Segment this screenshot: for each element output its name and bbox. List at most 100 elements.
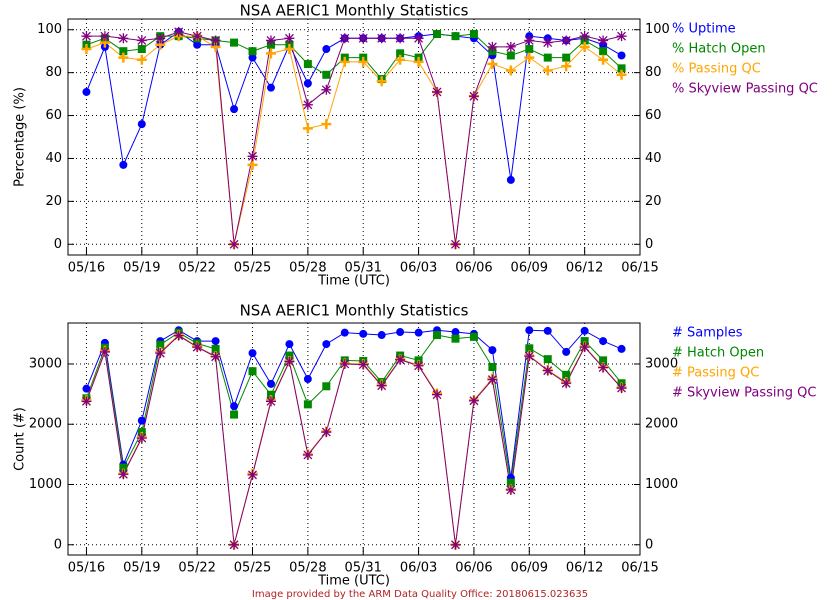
- y2-tick-label: 0: [645, 537, 653, 552]
- marker: [230, 402, 239, 411]
- marker: [395, 54, 406, 65]
- marker: [266, 379, 275, 388]
- marker: [211, 344, 220, 353]
- marker: [469, 30, 478, 39]
- marker: [137, 120, 146, 129]
- marker: [211, 337, 220, 346]
- marker: [543, 53, 552, 62]
- marker: [284, 356, 295, 367]
- x-tick-label: 06/09: [511, 261, 548, 276]
- marker: [82, 384, 91, 393]
- x-tick-label: 05/31: [344, 561, 381, 576]
- marker: [82, 87, 91, 96]
- marker: [119, 47, 128, 56]
- marker: [616, 383, 627, 394]
- marker: [136, 433, 147, 444]
- x-tick-label: 06/06: [455, 561, 492, 576]
- marker: [376, 380, 387, 391]
- marker: [450, 539, 461, 550]
- x-tick-label: 05/31: [344, 261, 381, 276]
- marker: [302, 123, 313, 134]
- x-axis-label: Time (UTC): [317, 274, 390, 289]
- marker: [543, 326, 552, 335]
- marker: [506, 478, 515, 487]
- marker: [487, 59, 498, 70]
- marker: [598, 35, 609, 46]
- x-tick-label: 05/25: [234, 261, 271, 276]
- legend-entry: % Skyview Passing QC: [672, 82, 818, 97]
- y-tick-label: 2000: [29, 417, 62, 432]
- marker: [192, 31, 203, 42]
- marker: [321, 84, 332, 95]
- marker: [81, 396, 92, 407]
- marker: [247, 469, 258, 480]
- marker: [542, 37, 553, 48]
- marker: [302, 449, 313, 460]
- marker: [119, 160, 128, 169]
- y2-tick-label: 60: [645, 108, 662, 123]
- y2-tick-label: 40: [645, 151, 662, 166]
- x-tick-label: 05/22: [178, 261, 215, 276]
- marker: [579, 31, 590, 42]
- y-tick-label: 100: [37, 22, 62, 37]
- marker: [488, 346, 497, 355]
- x-tick-label: 06/03: [400, 261, 437, 276]
- marker: [339, 56, 350, 67]
- plot-frame: [67, 322, 641, 556]
- x-tick-label: 05/25: [234, 561, 271, 576]
- marker: [505, 65, 516, 76]
- marker: [395, 354, 406, 365]
- marker: [395, 33, 406, 44]
- marker: [136, 54, 147, 65]
- legend-entry: % Passing QC: [672, 62, 761, 77]
- marker: [616, 31, 627, 42]
- x-tick-label: 06/06: [455, 261, 492, 276]
- marker: [303, 60, 312, 69]
- marker: [598, 54, 609, 65]
- marker: [99, 31, 110, 42]
- marker: [598, 362, 609, 373]
- marker: [396, 49, 405, 58]
- marker: [505, 41, 516, 52]
- marker: [247, 159, 258, 170]
- marker: [488, 362, 497, 371]
- marker: [192, 342, 203, 353]
- marker: [413, 56, 424, 67]
- marker: [561, 61, 572, 72]
- marker: [376, 76, 387, 87]
- marker: [230, 105, 239, 114]
- marker: [562, 53, 571, 62]
- marker: [561, 35, 572, 46]
- marker: [248, 47, 257, 56]
- marker: [599, 356, 608, 365]
- marker: [433, 30, 442, 39]
- marker: [322, 70, 331, 79]
- y2-tick-label: 100: [645, 22, 670, 37]
- x-tick-label: 05/16: [68, 261, 105, 276]
- chart-title: NSA AERIC1 Monthly Statistics: [240, 302, 469, 320]
- y2-tick-label: 1000: [645, 477, 678, 492]
- marker: [396, 328, 405, 337]
- marker: [579, 41, 590, 52]
- marker: [487, 374, 498, 385]
- legend-entry: # Hatch Open: [672, 346, 764, 361]
- marker: [137, 416, 146, 425]
- marker: [266, 83, 275, 92]
- marker: [321, 427, 332, 438]
- marker: [339, 358, 350, 369]
- y-tick-label: 0: [54, 237, 62, 252]
- marker: [413, 33, 424, 44]
- marker: [230, 38, 239, 47]
- x-tick-label: 05/22: [178, 561, 215, 576]
- marker: [285, 351, 294, 360]
- marker: [285, 340, 294, 349]
- marker: [210, 351, 221, 362]
- x-tick-label: 05/19: [123, 561, 160, 576]
- y-tick-label: 60: [45, 108, 62, 123]
- y-axis-label: Count (#): [13, 407, 28, 471]
- marker: [266, 390, 275, 399]
- marker: [542, 365, 553, 376]
- legend-entry: # Skyview Passing QC: [672, 386, 816, 401]
- marker: [321, 119, 332, 130]
